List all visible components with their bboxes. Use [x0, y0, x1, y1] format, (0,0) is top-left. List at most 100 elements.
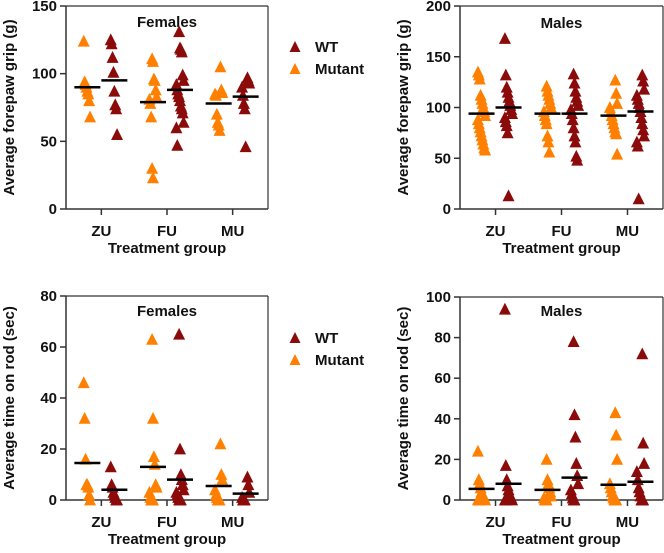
data-point-wt	[636, 117, 649, 130]
data-point-wt	[174, 94, 186, 107]
x-tick-label-mu: MU	[221, 514, 244, 531]
data-point-wt	[107, 65, 120, 78]
data-point-wt	[632, 192, 645, 205]
data-point-mutant	[147, 450, 160, 463]
data-point-wt	[106, 51, 119, 63]
data-point-wt	[506, 107, 519, 119]
data-point-wt	[237, 97, 250, 109]
legend-label-mutant: Mutant	[315, 352, 364, 369]
data-point-wt	[243, 76, 256, 89]
legend-label-wt: WT	[315, 39, 338, 56]
y-tick-label: 80	[434, 330, 451, 347]
data-point-wt	[104, 460, 117, 473]
x-axis-title: Treatment group	[502, 240, 620, 257]
x-tick-label-fu: FU	[552, 223, 572, 240]
data-point-mutant	[543, 145, 556, 158]
data-point-mutant	[78, 412, 91, 424]
data-point-mutant	[611, 453, 624, 465]
data-point-wt	[176, 106, 189, 119]
data-point-mutant	[79, 452, 92, 465]
data-point-mutant	[84, 110, 97, 123]
data-point-mutant	[214, 437, 227, 450]
data-point-wt	[567, 67, 580, 80]
data-point-wt	[567, 335, 580, 348]
data-point-wt	[638, 82, 651, 95]
panel-title: Males	[541, 15, 583, 32]
data-point-wt	[631, 139, 644, 152]
y-tick-label: 0	[49, 201, 57, 218]
y-tick-label: 100	[426, 289, 451, 306]
x-axis-title: Treatment group	[108, 240, 226, 257]
y-tick-label: 0	[49, 492, 57, 509]
data-point-wt	[500, 473, 513, 486]
data-point-mutant	[145, 110, 158, 123]
y-tick-label: 40	[434, 411, 451, 428]
data-point-wt	[105, 37, 118, 50]
data-point-mutant	[473, 72, 486, 85]
x-tick-label-zu: ZU	[91, 223, 111, 240]
data-point-mutant	[209, 483, 222, 496]
data-point-mutant	[471, 444, 484, 457]
data-point-wt	[173, 327, 186, 340]
data-point-mutant	[209, 88, 222, 101]
y-tick-label: 60	[40, 339, 57, 356]
y-tick-label: 50	[434, 150, 451, 167]
data-point-mutant	[150, 90, 163, 103]
data-point-mutant	[83, 488, 96, 501]
data-point-mutant	[149, 83, 162, 96]
data-point-wt	[170, 121, 183, 134]
data-point-wt	[637, 436, 650, 449]
y-axis-title: Average forepaw grip (g)	[1, 19, 18, 195]
data-point-mutant	[214, 60, 227, 73]
data-point-wt	[176, 68, 189, 81]
y-tick-label: 0	[443, 492, 451, 509]
legend: WT Mutant	[289, 330, 364, 369]
data-point-mutant	[84, 493, 97, 506]
data-point-wt	[170, 78, 183, 90]
y-tick-label: 80	[40, 288, 57, 305]
legend-marker-wt	[289, 332, 301, 343]
y-tick-label: 100	[32, 66, 57, 83]
y-axis-title: Average time on rod (sec)	[395, 307, 412, 491]
data-point-wt	[635, 111, 648, 124]
data-point-mutant	[82, 87, 95, 100]
data-point-wt	[569, 135, 582, 148]
data-point-mutant	[210, 107, 223, 120]
data-point-wt	[236, 80, 249, 93]
data-point-wt	[501, 126, 514, 139]
data-point-mutant	[77, 376, 90, 389]
data-point-wt	[637, 74, 650, 87]
panel-title: Females	[137, 303, 197, 320]
data-point-wt	[177, 483, 190, 496]
data-point-mutant	[541, 129, 554, 142]
data-point-wt	[569, 430, 582, 443]
y-tick-label: 150	[32, 0, 57, 15]
data-point-wt	[502, 189, 515, 202]
data-point-mutant	[213, 124, 226, 136]
data-point-wt	[499, 68, 512, 81]
y-tick-label: 200	[426, 0, 451, 15]
data-point-mutant	[610, 493, 623, 506]
data-point-wt	[174, 493, 187, 506]
data-point-wt	[174, 468, 187, 480]
data-point-mutant	[540, 79, 553, 92]
data-point-mutant	[216, 473, 229, 485]
data-point-wt	[238, 493, 251, 506]
data-point-wt	[174, 442, 186, 455]
data-point-wt	[111, 493, 124, 506]
data-point-mutant	[147, 55, 159, 67]
data-point-wt	[500, 119, 513, 132]
data-point-wt	[108, 84, 121, 97]
data-point-mutant	[542, 135, 555, 148]
data-point-wt	[501, 85, 514, 98]
x-tick-label-zu: ZU	[91, 514, 111, 531]
data-point-wt	[175, 45, 188, 58]
data-point-wt	[241, 470, 254, 483]
data-point-mutant	[545, 101, 558, 113]
data-point-wt	[242, 478, 255, 491]
data-point-wt	[566, 113, 579, 126]
data-point-wt	[498, 32, 511, 44]
